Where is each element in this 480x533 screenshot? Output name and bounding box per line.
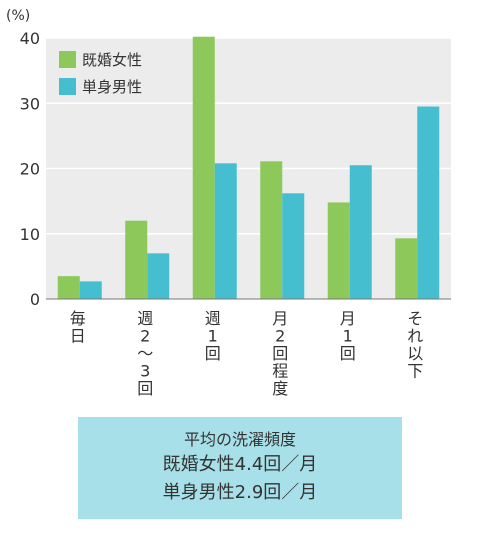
bar-married-women — [125, 220, 148, 299]
bars-group — [57, 36, 440, 299]
x-category-labels: 毎日 週 2 〜 3 回 週 1 回 月 2 回程度 月 1 回 それ以下 — [70, 309, 424, 398]
legend-swatch-single-men — [59, 78, 76, 95]
x-category-label: 週 2 〜 3 回 — [137, 309, 153, 398]
y-tick-label: 10 — [20, 225, 40, 244]
summary-title: 平均の洗濯頻度 — [183, 430, 296, 449]
y-tick-label: 40 — [20, 29, 40, 48]
y-tick-labels: 0 10 20 30 40 — [20, 29, 40, 309]
bar-married-women — [260, 161, 283, 299]
bar-married-women — [327, 202, 350, 299]
x-category-label: 月 2 回程度 — [272, 309, 288, 398]
grid-lines — [46, 37, 451, 235]
x-category-label: それ以下 — [407, 309, 423, 381]
summary-line-married-women: 既婚女性4.4回／月 — [162, 454, 318, 475]
bar-chart: (%) 0 10 20 30 40 毎日 週 2 〜 3 回 週 1 回 月 2 回程度 月 1 回 それ以下 既婚女… — [6, 8, 451, 398]
y-unit-label: (%) — [6, 8, 30, 24]
y-tick-label: 30 — [20, 94, 40, 113]
bar-married-women — [395, 238, 418, 299]
legend-swatch-married-women — [59, 51, 76, 68]
bar-single-men — [79, 281, 102, 299]
x-category-label: 毎日 — [70, 309, 86, 346]
bar-married-women — [192, 36, 215, 299]
bar-single-men — [214, 163, 237, 299]
legend-label-married-women: 既婚女性 — [82, 51, 142, 69]
legend-label-single-men: 単身男性 — [82, 78, 142, 96]
bar-single-men — [147, 253, 170, 299]
bar-single-men — [349, 165, 372, 299]
bar-single-men — [417, 106, 440, 299]
summary-box: 平均の洗濯頻度 既婚女性4.4回／月 単身男性2.9回／月 — [78, 417, 402, 519]
y-tick-label: 0 — [30, 290, 40, 309]
legend: 既婚女性 単身男性 — [59, 51, 142, 96]
y-tick-label: 20 — [20, 160, 40, 179]
summary-line-single-men: 単身男性2.9回／月 — [162, 482, 318, 503]
bar-married-women — [57, 276, 80, 299]
bar-single-men — [282, 193, 305, 299]
